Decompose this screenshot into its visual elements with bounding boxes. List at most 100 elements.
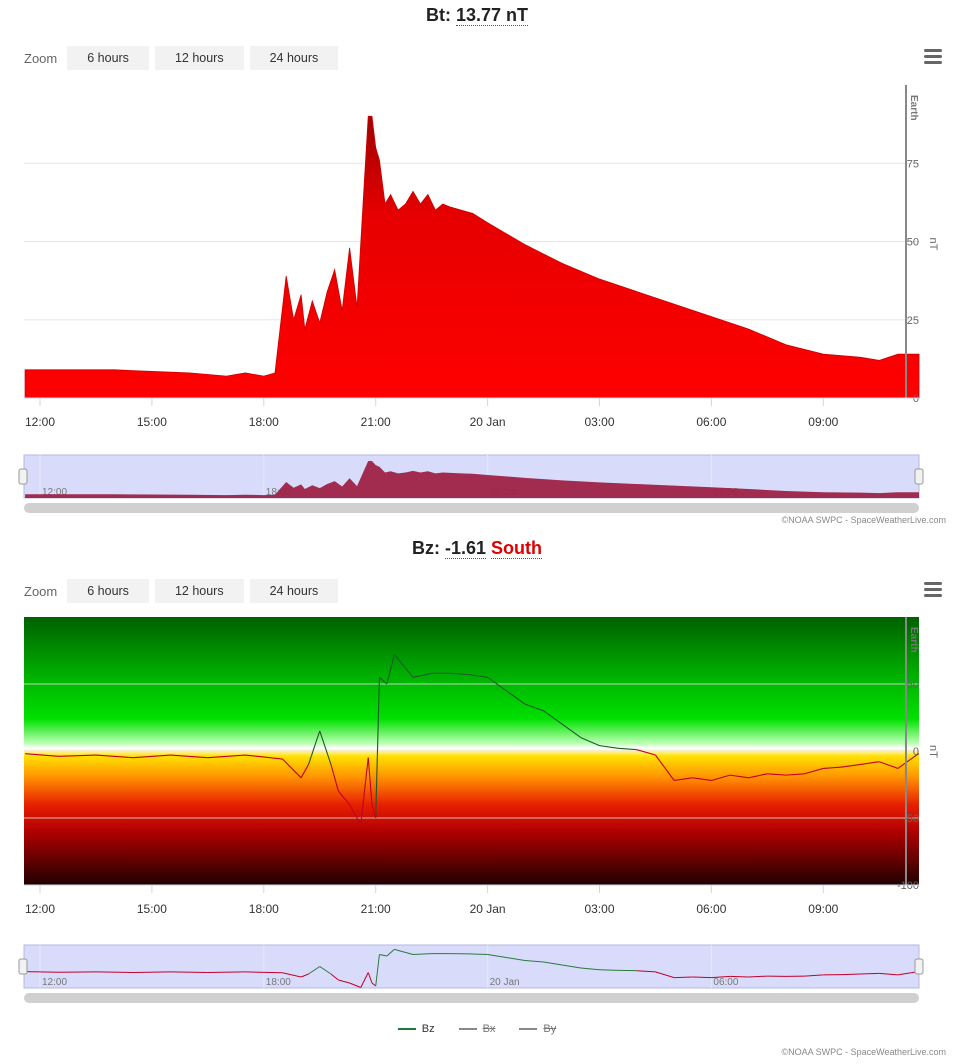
bz-xtick-label: 06:00: [696, 902, 726, 916]
bt-xtick-label: 06:00: [696, 415, 726, 429]
bz-title-prefix: Bz:: [411, 538, 440, 558]
bt-xtick-label: 18:00: [249, 415, 279, 429]
bz-direction[interactable]: South: [491, 538, 543, 559]
bz-nav-segment: [308, 966, 321, 975]
bz-line-segment: [367, 757, 373, 805]
bz-line-segment: [916, 753, 920, 756]
bz-nav-segment: [319, 966, 332, 975]
bz-line-segment: [487, 676, 507, 692]
bz-line-segment: [379, 676, 388, 685]
bz-nav-segment: [349, 982, 361, 988]
bz-nav-segment: [338, 979, 350, 984]
bz-line-segment: [580, 737, 600, 747]
bz-nav-segment: [133, 971, 171, 973]
bt-xtick-label: 20 Jan: [470, 415, 506, 429]
bt-ytick-label: 50: [907, 237, 919, 249]
bz-nav-segment: [524, 960, 544, 963]
bz-menu-icon[interactable]: [924, 582, 942, 598]
bz-nav-handle-right[interactable]: [914, 958, 924, 975]
bt-xtick-label: 21:00: [361, 415, 391, 429]
bz-nav-segment: [748, 975, 768, 978]
bz-line-segment: [371, 804, 377, 819]
bz-line-segment: [95, 754, 134, 759]
bt-xtick-label: 12:00: [25, 415, 55, 429]
bz-line-segment: [386, 654, 395, 685]
bt-xtick-label: 15:00: [137, 415, 167, 429]
bz-xtick-label: 03:00: [584, 902, 614, 916]
bz-legend: Bz Bx By: [0, 1023, 954, 1035]
legend-item-bz[interactable]: Bz: [397, 1023, 435, 1035]
bt-xtick-label: 09:00: [808, 415, 838, 429]
bz-line-segment: [360, 757, 369, 825]
bt-nav-handle-left[interactable]: [18, 468, 28, 485]
bz-nav-segment: [506, 957, 525, 961]
bt-chart: Earth 0 25 50 75 nT 12:00 15:00 18:00 21:00 20 Jan…: [18, 85, 939, 513]
bz-line-segment: [543, 710, 563, 725]
bz-nav-segment: [599, 969, 619, 971]
bt-scrollbar[interactable]: [24, 503, 919, 513]
legend-item-by[interactable]: By: [519, 1023, 556, 1035]
bz-earth-label: Earth: [908, 627, 919, 653]
bz-line-segment: [692, 777, 712, 782]
bz-nav-segment: [386, 949, 395, 957]
bz-nav-segment: [412, 953, 432, 955]
bt-zoom-12h-button[interactable]: 12 hours: [154, 46, 244, 70]
bt-nav-label: 12:00: [42, 487, 67, 498]
bt-zoom-24h-button[interactable]: 24 hours: [249, 46, 339, 70]
bz-nav-segment: [543, 961, 563, 966]
bz-line-segment: [133, 754, 171, 759]
bz-yaxis-title: nT: [927, 745, 939, 758]
bt-nav-series: [25, 461, 919, 498]
bt-value[interactable]: 13.77 nT: [455, 5, 529, 26]
bz-line-segment: [468, 674, 488, 678]
bz-line-segment: [599, 745, 619, 749]
bz-nav-segment: [879, 972, 898, 976]
bt-credit: ©NOAA SWPC - SpaceWeatherLive.com: [781, 515, 946, 525]
bz-navigator-mask: [23, 944, 920, 989]
bz-scrollbar[interactable]: [24, 993, 919, 1003]
legend-label-bz: Bz: [421, 1023, 435, 1035]
bz-line-segment: [170, 754, 208, 759]
bz-line-segment: [25, 753, 59, 757]
bz-nav-handle-left[interactable]: [18, 958, 28, 975]
bz-xtick-label: 12:00: [25, 902, 55, 916]
bz-line-segment: [860, 761, 880, 765]
bz-line-segment: [245, 754, 283, 760]
legend-swatch-bz: [397, 1028, 416, 1030]
bz-nav-segment: [580, 967, 600, 971]
bz-nav-segment: [562, 964, 581, 969]
bz-nav-segment: [371, 982, 377, 987]
bz-ytick-label: 0: [913, 746, 919, 758]
bz-line-segment: [207, 754, 246, 759]
bz-xtick-label: 09:00: [808, 902, 838, 916]
bz-title: Bz: -1.61 South: [0, 538, 954, 559]
bt-xtick-label: 03:00: [584, 415, 614, 429]
legend-item-bx[interactable]: Bx: [458, 1023, 496, 1035]
bz-xtick-label: 20 Jan: [470, 902, 506, 916]
bz-zoom-6h-button[interactable]: 6 hours: [67, 579, 149, 603]
bt-ytick-label: 25: [907, 315, 919, 327]
bz-nav-segment: [655, 971, 675, 979]
bz-zoom-24h-button[interactable]: 24 hours: [249, 579, 339, 603]
bz-line-segment: [349, 804, 362, 825]
bz-nav-segment: [468, 953, 488, 955]
bz-value[interactable]: -1.61: [444, 538, 487, 559]
legend-label-bx: Bx: [482, 1023, 496, 1035]
bz-zoom-label: Zoom: [24, 583, 58, 599]
legend-swatch-bx: [458, 1028, 477, 1030]
bz-ytick-label: -100: [897, 880, 919, 892]
bz-credit: ©NOAA SWPC - SpaceWeatherLive.com: [781, 1047, 946, 1057]
bz-nav-segment: [379, 954, 387, 957]
bz-nav-segment: [711, 975, 731, 979]
bz-nav-segment: [25, 971, 59, 973]
bz-zoom-12h-button[interactable]: 12 hours: [154, 579, 244, 603]
bt-nav-handle-right[interactable]: [914, 468, 924, 485]
bz-line-segment: [308, 730, 321, 765]
bz-nav-label: 06:00: [713, 977, 738, 988]
bz-line-segment: [330, 764, 339, 792]
bt-menu-icon[interactable]: [924, 49, 942, 65]
bz-line-segment: [505, 690, 526, 705]
bz-line-segment: [300, 764, 310, 779]
bz-line-segment: [711, 774, 731, 782]
bt-zoom-6h-button[interactable]: 6 hours: [67, 46, 149, 70]
